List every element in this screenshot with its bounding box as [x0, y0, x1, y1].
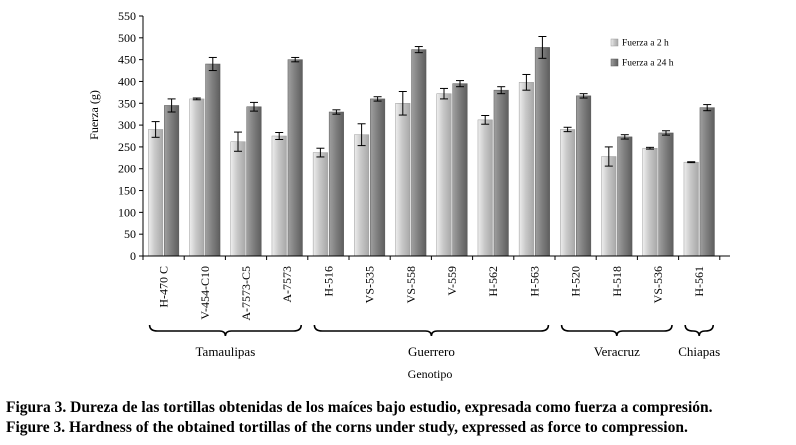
bar [230, 141, 246, 257]
group-label: Chiapas [678, 344, 720, 359]
bar [642, 147, 658, 257]
bars [148, 47, 715, 257]
error-bars [151, 36, 712, 167]
x-category-label: H-518 [610, 266, 624, 297]
group-brace [148, 324, 302, 337]
x-category-label: H-520 [569, 266, 583, 297]
bar [370, 98, 386, 257]
legend-swatch [610, 38, 619, 47]
group-brace [313, 324, 550, 337]
y-tick-label: 350 [118, 96, 136, 110]
y-tick-label: 400 [118, 74, 136, 88]
y-tick-label: 300 [118, 118, 136, 132]
bar [560, 129, 576, 257]
bar [699, 107, 715, 257]
y-axis: 0 50 100 150 200 250 300 350 400 450 500 550 [118, 9, 144, 263]
x-category-label: V-559 [445, 266, 459, 296]
figure-caption-english: Figure 3. Hardness of the obtained torti… [6, 419, 688, 436]
group-brace [684, 324, 714, 337]
x-category-label: A-7573-C5 [239, 266, 253, 321]
region-groups: Tamaulipas Guerrero Veracruz Chiapas [148, 324, 720, 359]
y-tick-label: 50 [124, 227, 136, 241]
x-category-label: H-516 [321, 266, 335, 297]
x-axis: H-470 C V-454-C10 A-7573-C5 A-7573 H-516 VS-5… [142, 255, 730, 321]
bar [312, 152, 328, 257]
x-category-label: VS-558 [404, 266, 418, 303]
bar [452, 83, 468, 257]
x-category-label: H-562 [486, 266, 500, 297]
y-tick-label: 250 [118, 140, 136, 154]
bar [328, 111, 344, 257]
bar [658, 132, 674, 257]
legend-swatch [610, 58, 619, 67]
y-tick-label: 500 [118, 31, 136, 45]
x-category-label: V-454-C10 [198, 266, 212, 320]
group-brace [560, 324, 673, 337]
bar [395, 103, 411, 257]
legend-label: Fuerza a 24 h [622, 59, 674, 69]
bar [576, 95, 592, 257]
y-tick-label: 200 [118, 162, 136, 176]
bar [493, 89, 509, 257]
group-label: Tamaulipas [196, 344, 256, 359]
y-tick-label: 550 [118, 9, 136, 23]
bar [617, 136, 633, 257]
bar [683, 161, 699, 257]
x-category-label: H-470 C [157, 266, 171, 308]
x-category-label: H-561 [692, 266, 706, 297]
y-tick-label: 0 [130, 249, 136, 263]
bar [354, 134, 370, 257]
bar [287, 59, 303, 257]
x-category-label: H-563 [527, 266, 541, 297]
bar [436, 93, 452, 257]
group-label: Veracruz [594, 344, 640, 359]
bar [205, 63, 221, 257]
legend: Fuerza a 2 h Fuerza a 24 h [610, 38, 674, 69]
bar [534, 47, 550, 257]
figure-caption-spanish: Figura 3. Dureza de las tortillas obteni… [6, 399, 713, 416]
bar [518, 82, 534, 257]
bar [148, 129, 164, 257]
group-label: Guerrero [408, 344, 455, 359]
y-tick-label: 100 [118, 205, 136, 219]
bar [601, 156, 617, 257]
bar [477, 119, 493, 257]
x-axis-title: Genotipo [408, 367, 453, 381]
legend-label: Fuerza a 2 h [622, 39, 669, 49]
x-category-label: VS-535 [363, 266, 377, 303]
x-category-label: VS-536 [651, 266, 665, 303]
bar [246, 106, 262, 257]
y-tick-label: 450 [118, 53, 136, 67]
bar [411, 49, 427, 257]
y-tick-label: 150 [118, 184, 136, 198]
bar [189, 98, 205, 257]
bar [271, 135, 287, 257]
bar [164, 105, 180, 257]
x-category-label: A-7573 [280, 266, 294, 303]
y-axis-title: Fuerza (g) [87, 90, 101, 140]
